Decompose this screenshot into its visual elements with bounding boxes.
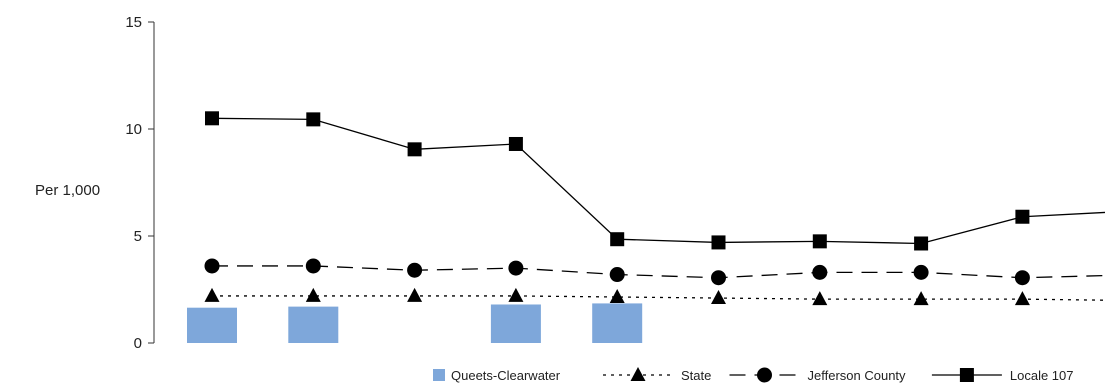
series-locale-107 xyxy=(205,111,1105,251)
marker-state-8 xyxy=(1014,291,1030,306)
marker-state-3 xyxy=(508,287,524,302)
marker-jefferson-county-2 xyxy=(407,262,423,278)
lines-group xyxy=(204,111,1105,306)
marker-locale-107-2 xyxy=(407,142,422,157)
y-tick-label-0: 0 xyxy=(134,335,142,352)
y-axis-label: Per 1,000 xyxy=(35,182,100,199)
bars-group xyxy=(187,303,643,343)
legend-marker-locale-107 xyxy=(959,368,974,382)
marker-locale-107-4 xyxy=(610,232,625,247)
marker-state-0 xyxy=(204,287,220,302)
marker-jefferson-county-8 xyxy=(1014,270,1030,286)
bar-queets-clearwater-3 xyxy=(490,304,541,343)
marker-jefferson-county-3 xyxy=(508,260,524,276)
line-jefferson-county xyxy=(212,265,1105,279)
bar-queets-clearwater-4 xyxy=(592,303,643,343)
legend-swatch-queets-clearwater xyxy=(433,369,445,381)
marker-state-5 xyxy=(711,290,726,305)
legend: Queets-Clearwater State Jefferson County Lo… xyxy=(433,367,1074,383)
marker-jefferson-county-5 xyxy=(711,270,726,286)
marker-state-2 xyxy=(407,287,423,302)
series-jefferson-county xyxy=(204,258,1105,286)
marker-locale-107-3 xyxy=(508,136,523,151)
legend-marker-state xyxy=(630,367,646,381)
marker-state-4 xyxy=(609,288,625,303)
bar-queets-clearwater-1 xyxy=(288,306,339,343)
marker-jefferson-county-1 xyxy=(305,258,321,274)
legend-label-jefferson-county: Jefferson County xyxy=(808,368,907,383)
marker-jefferson-county-7 xyxy=(913,264,929,280)
marker-jefferson-county-6 xyxy=(812,264,828,280)
y-tick-label-5: 5 xyxy=(134,228,142,245)
y-tick-label-10: 10 xyxy=(125,121,142,138)
marker-jefferson-county-4 xyxy=(609,267,625,283)
marker-locale-107-6 xyxy=(812,234,827,249)
legend-marker-jefferson-county xyxy=(757,367,772,383)
marker-state-6 xyxy=(812,291,828,306)
marker-locale-107-8 xyxy=(1015,209,1030,224)
marker-locale-107-1 xyxy=(306,112,321,127)
bar-queets-clearwater-0 xyxy=(187,307,237,343)
y-axis-ticks: 0 5 10 15 xyxy=(125,14,154,352)
marker-locale-107-5 xyxy=(711,235,726,250)
marker-state-7 xyxy=(913,291,929,306)
y-tick-label-15: 15 xyxy=(125,14,142,31)
marker-state-1 xyxy=(305,287,321,302)
series-state xyxy=(204,287,1105,306)
legend-label-state: State xyxy=(681,368,711,383)
legend-label-locale-107: Locale 107 xyxy=(1010,368,1074,383)
marker-locale-107-0 xyxy=(205,111,219,126)
legend-label-queets-clearwater: Queets-Clearwater xyxy=(451,368,561,383)
marker-jefferson-county-0 xyxy=(204,258,220,274)
marker-locale-107-7 xyxy=(914,236,929,251)
line-locale-107 xyxy=(211,117,1105,245)
line-state xyxy=(212,295,1105,301)
